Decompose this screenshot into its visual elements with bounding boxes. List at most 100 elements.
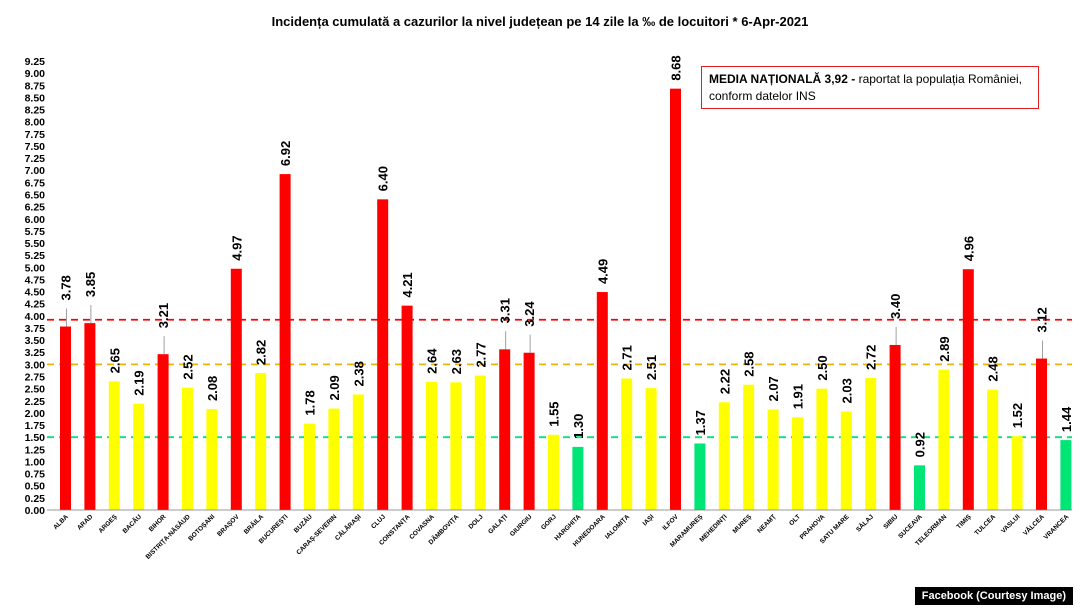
value-label: 4.96 <box>961 236 976 261</box>
y-tick-label: 7.00 <box>25 165 46 177</box>
y-tick-label: 1.00 <box>25 456 46 468</box>
bar <box>645 388 657 510</box>
value-label: 2.51 <box>644 355 659 380</box>
category-label: ARGEȘ <box>97 513 119 535</box>
bar <box>401 305 413 510</box>
value-label: 6.40 <box>376 166 391 191</box>
value-label: 2.50 <box>815 355 830 380</box>
value-label: 2.48 <box>986 356 1001 381</box>
bar <box>1060 440 1072 510</box>
value-label: 2.58 <box>742 351 757 376</box>
value-label: 2.72 <box>864 345 879 370</box>
y-tick-label: 4.25 <box>25 299 46 311</box>
value-label: 2.64 <box>425 348 440 374</box>
value-label: 2.07 <box>766 376 781 401</box>
value-label: 1.37 <box>693 410 708 435</box>
category-label: ARAD <box>76 513 94 531</box>
value-label: 1.44 <box>1059 406 1074 432</box>
bar <box>352 394 364 510</box>
national-average-source: conform datelor INS <box>709 89 816 103</box>
bar <box>889 344 901 510</box>
national-average-text: raportat la populația României, <box>855 72 1022 86</box>
value-label: 2.19 <box>132 370 147 395</box>
y-tick-label: 7.25 <box>25 153 46 165</box>
value-label: 3.40 <box>888 294 903 319</box>
category-label: VÂLCEA <box>1021 512 1046 537</box>
value-label: 2.08 <box>205 376 220 401</box>
category-label: BISTRIȚA-NĂSĂUD <box>143 512 192 561</box>
category-label: MUREȘ <box>732 513 754 535</box>
value-label: 4.49 <box>595 259 610 284</box>
bar <box>621 378 633 510</box>
category-label: BUZĂU <box>291 512 314 535</box>
bar <box>670 88 681 511</box>
value-label: 2.63 <box>449 349 464 374</box>
bar <box>499 349 511 510</box>
bar <box>987 389 999 510</box>
y-tick-label: 3.50 <box>25 335 46 347</box>
bar <box>572 446 584 510</box>
bar <box>206 409 218 510</box>
bar <box>694 443 706 510</box>
y-tick-label: 7.75 <box>25 129 46 141</box>
value-label: 1.55 <box>547 401 562 426</box>
value-label: 2.82 <box>254 340 269 365</box>
category-label: CLUJ <box>370 513 387 530</box>
bar <box>108 381 120 510</box>
national-average-highlight: MEDIA NAȚIONALĂ 3,92 - <box>709 72 856 86</box>
bar <box>767 409 779 510</box>
bar <box>182 387 193 510</box>
value-label: 2.09 <box>327 375 342 400</box>
bar <box>157 354 169 510</box>
bar <box>548 434 559 510</box>
bar <box>474 375 486 510</box>
y-tick-label: 8.00 <box>25 117 46 129</box>
category-label: VASLUI <box>1000 513 1022 535</box>
bar <box>743 384 755 510</box>
bar <box>230 268 242 510</box>
category-label: GALAȚI <box>487 513 509 535</box>
y-tick-label: 6.75 <box>25 177 46 189</box>
category-label: BOTOȘANI <box>187 513 216 542</box>
value-label: 4.21 <box>400 272 415 297</box>
bar <box>596 292 608 510</box>
y-tick-label: 3.25 <box>25 347 46 359</box>
bar <box>255 373 267 510</box>
y-tick-label: 6.00 <box>25 214 46 226</box>
category-label: SĂLAJ <box>854 512 876 534</box>
category-label: GIURGIU <box>509 513 534 538</box>
category-label: BRAȘOV <box>216 513 241 538</box>
bar <box>279 174 291 510</box>
value-label: 4.97 <box>229 235 244 260</box>
value-label: 3.24 <box>522 301 537 327</box>
bar <box>60 326 71 510</box>
bar <box>718 402 730 510</box>
y-tick-label: 9.25 <box>25 56 46 68</box>
y-tick-label: 4.50 <box>25 287 46 299</box>
bar <box>792 417 803 510</box>
category-label: SIBIU <box>882 513 899 530</box>
category-label: OLT <box>788 513 802 527</box>
bar <box>84 323 96 510</box>
bar <box>1011 436 1023 510</box>
value-label: 2.77 <box>473 342 488 367</box>
value-label: 3.78 <box>59 275 74 300</box>
bar <box>304 423 315 510</box>
bar <box>840 411 852 510</box>
bar <box>1036 358 1047 510</box>
value-label: 0.92 <box>913 432 928 457</box>
category-label: NEAMȚ <box>756 513 777 534</box>
bar <box>426 381 437 510</box>
y-tick-label: 0.25 <box>25 493 46 505</box>
category-label: CĂLĂRAȘI <box>333 512 363 542</box>
value-label: 8.68 <box>669 55 684 80</box>
category-label: TULCEA <box>974 513 998 537</box>
bar <box>816 388 828 510</box>
value-label: 6.92 <box>278 141 293 166</box>
y-tick-label: 6.50 <box>25 189 46 201</box>
category-label: VRANCEA <box>1043 513 1071 541</box>
y-tick-label: 7.50 <box>25 141 46 153</box>
category-label: GORJ <box>540 513 558 531</box>
value-label: 2.52 <box>181 354 196 379</box>
